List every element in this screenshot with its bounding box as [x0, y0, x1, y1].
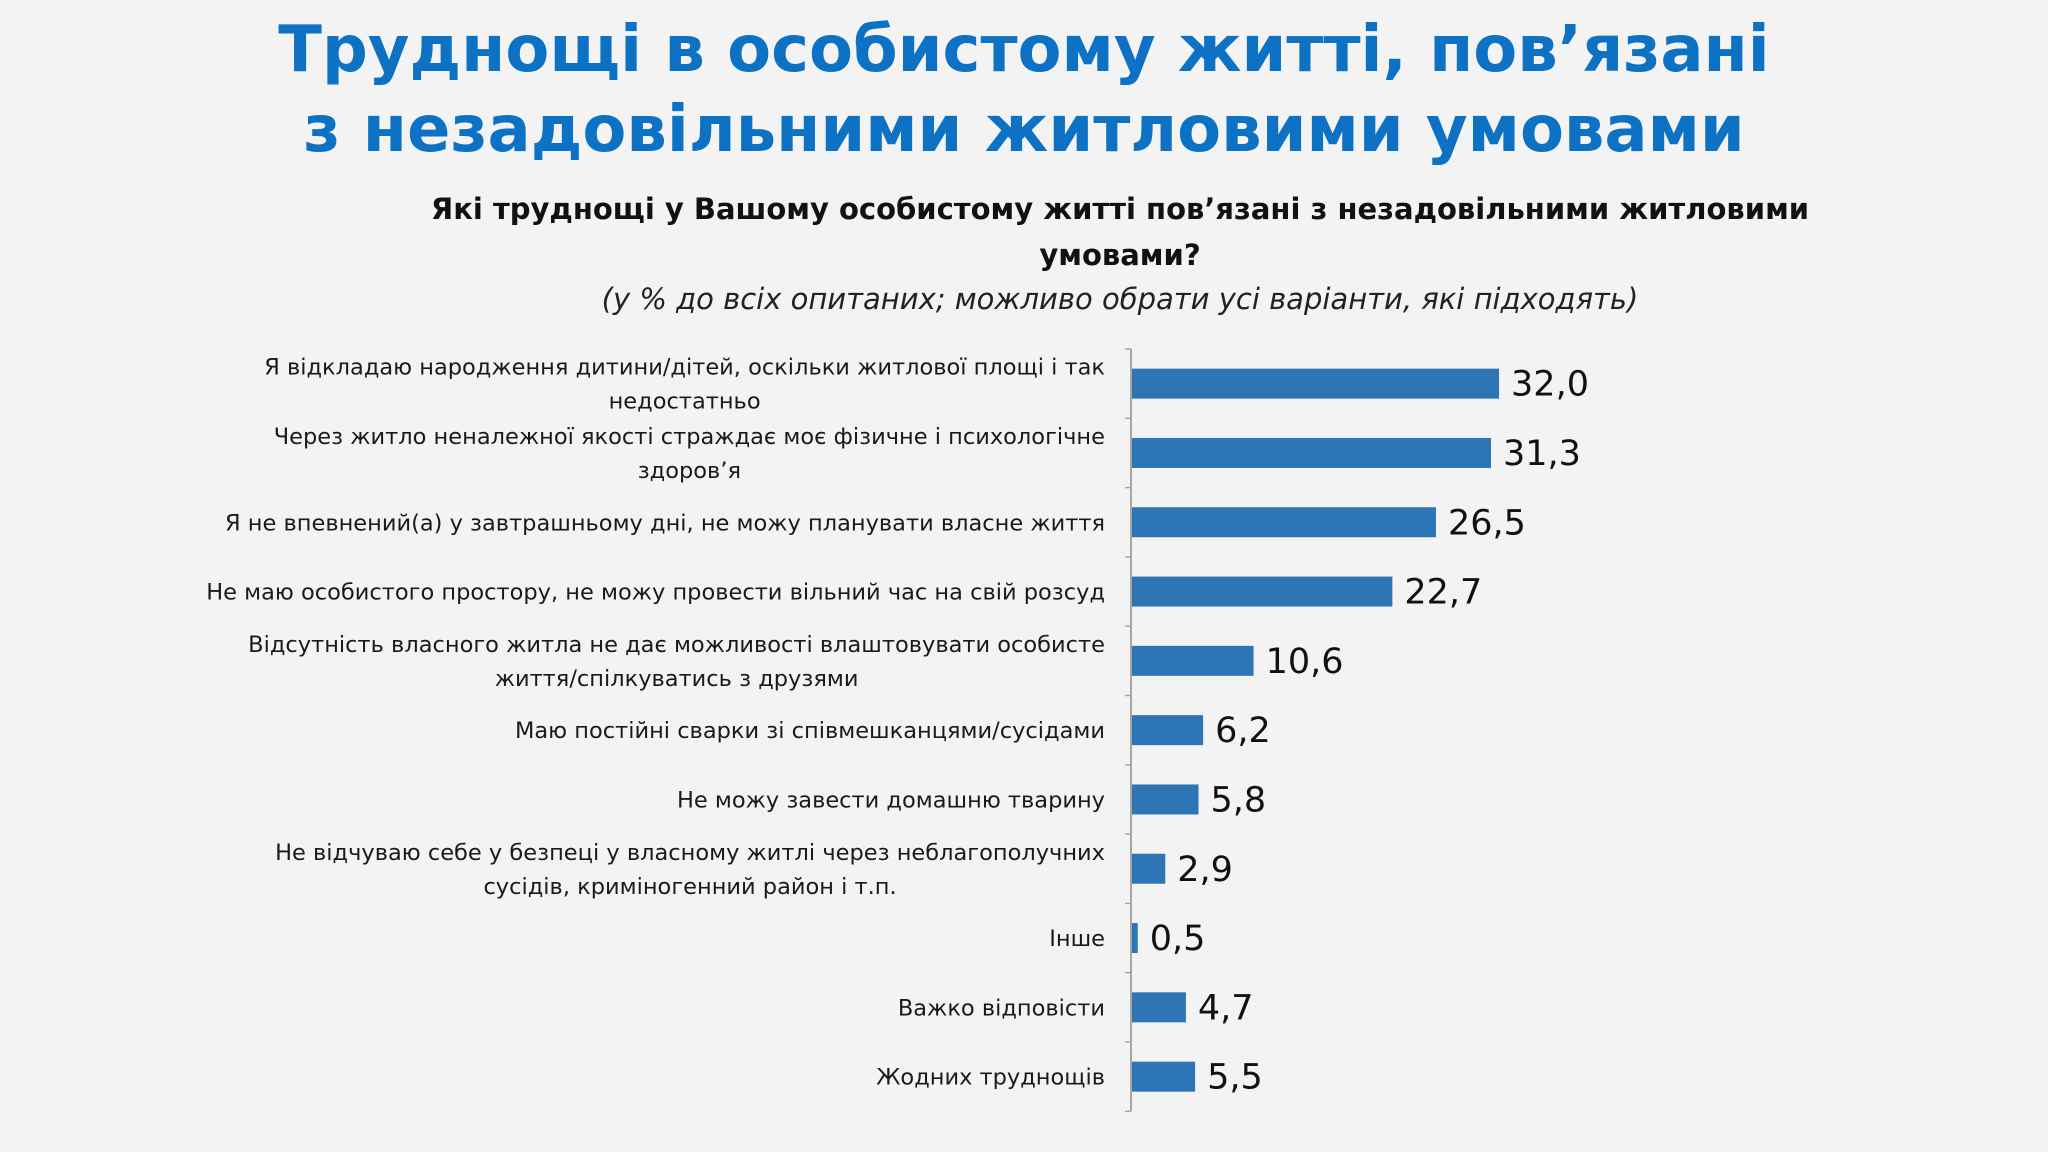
bar-value-label: 31,3	[1503, 434, 1581, 474]
category-label: Не маю особистого простору, не можу пров…	[206, 580, 1105, 606]
bar	[1132, 992, 1186, 1023]
category-label: життя/спілкуватись з друзями	[495, 666, 859, 692]
bar	[1132, 645, 1254, 676]
category-label: Не відчуваю себе у безпеці у власному жи…	[275, 840, 1105, 866]
category-label: Я не впевнений(а) у завтрашньому дні, не…	[225, 510, 1105, 536]
bar-value-label: 32,0	[1511, 365, 1589, 405]
bar	[1132, 507, 1436, 538]
bar	[1132, 1061, 1196, 1092]
slide-title-line-1: Труднощі в особистому житті, пов’язані	[278, 13, 1770, 87]
bar	[1132, 784, 1199, 815]
bar-value-label: 4,7	[1198, 988, 1254, 1028]
slide-title: Труднощі в особистому житті, пов’язані з…	[0, 10, 2048, 170]
bar	[1132, 715, 1204, 746]
category-label: сусідів, криміногенний район і т.п.	[483, 874, 896, 900]
bar-value-label: 22,7	[1404, 573, 1482, 613]
chart-question: Які труднощі у Вашому особистому житті п…	[430, 192, 1810, 272]
category-label: недостатньо	[609, 389, 761, 415]
category-label: Жодних труднощів	[876, 1065, 1105, 1091]
category-label: Не можу завести домашню тварину	[677, 787, 1105, 813]
category-label: Я відкладаю народження дитини/дітей, оск…	[264, 355, 1105, 381]
category-label: Відсутність власного житла не дає можлив…	[248, 632, 1105, 658]
chart-note: (у % до всіх опитаних; можливо обрати ус…	[601, 282, 1639, 316]
bar-value-label: 0,5	[1150, 919, 1206, 959]
category-label: здоров’я	[638, 458, 741, 484]
bar-value-label: 26,5	[1448, 503, 1526, 543]
category-label: Через житло неналежної якості страждає м…	[274, 424, 1105, 450]
bar-value-label: 5,8	[1211, 780, 1267, 820]
bar-value-label: 2,9	[1177, 850, 1233, 890]
category-label: Маю постійні сварки зі співмешканцями/су…	[515, 718, 1105, 744]
bar-value-label: 5,5	[1207, 1058, 1263, 1098]
bar	[1132, 437, 1492, 468]
bar	[1132, 576, 1393, 607]
category-label: Важко відповісти	[898, 995, 1105, 1021]
bar	[1132, 853, 1166, 884]
bar	[1132, 368, 1500, 399]
bar-value-label: 6,2	[1215, 711, 1271, 751]
category-label: Інше	[1049, 926, 1105, 952]
bar	[1132, 923, 1138, 954]
bar-value-label: 10,6	[1266, 642, 1344, 682]
slide-title-line-2: з незадовільними житловими умовами	[303, 93, 1745, 167]
